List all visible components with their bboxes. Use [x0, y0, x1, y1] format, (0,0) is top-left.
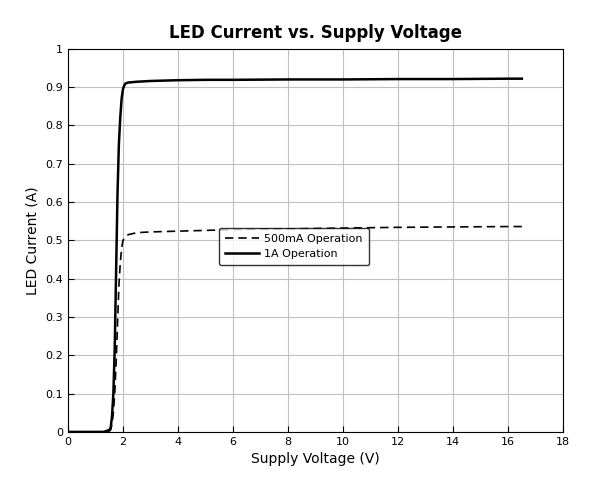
- 1A Operation: [100, 429, 107, 435]
- 1A Operation: [122, 80, 129, 86]
- 500mA Operation: [117, 260, 124, 266]
- 500mA Operation: [284, 226, 291, 232]
- 1A Operation: [114, 192, 121, 197]
- 1A Operation: [105, 427, 113, 433]
- 1A Operation: [121, 82, 128, 88]
- 1A Operation: [119, 86, 126, 92]
- 500mA Operation: [110, 410, 117, 416]
- 500mA Operation: [118, 245, 125, 251]
- 500mA Operation: [108, 421, 116, 427]
- Title: LED Current vs. Supply Voltage: LED Current vs. Supply Voltage: [169, 24, 462, 42]
- 1A Operation: [118, 96, 125, 101]
- X-axis label: Supply Voltage (V): Supply Voltage (V): [251, 452, 380, 466]
- 500mA Operation: [115, 283, 122, 289]
- Line: 1A Operation: 1A Operation: [68, 79, 522, 432]
- 1A Operation: [64, 429, 72, 435]
- 500mA Operation: [202, 227, 209, 233]
- 500mA Operation: [111, 391, 119, 396]
- 1A Operation: [202, 77, 209, 83]
- 500mA Operation: [133, 230, 140, 236]
- Y-axis label: LED Current (A): LED Current (A): [26, 186, 40, 294]
- 1A Operation: [175, 77, 182, 83]
- 500mA Operation: [175, 228, 182, 234]
- 500mA Operation: [105, 428, 113, 434]
- 500mA Operation: [100, 429, 107, 435]
- 500mA Operation: [340, 225, 347, 231]
- Legend: 500mA Operation, 1A Operation: 500mA Operation, 1A Operation: [219, 228, 370, 266]
- 500mA Operation: [122, 234, 129, 240]
- 500mA Operation: [505, 223, 512, 229]
- 1A Operation: [147, 78, 154, 84]
- 1A Operation: [133, 79, 140, 85]
- 1A Operation: [111, 344, 119, 350]
- 1A Operation: [125, 79, 132, 85]
- 1A Operation: [115, 142, 122, 147]
- Line: 500mA Operation: 500mA Operation: [68, 226, 522, 432]
- 500mA Operation: [125, 232, 132, 238]
- 500mA Operation: [114, 322, 121, 328]
- 1A Operation: [395, 76, 402, 82]
- 500mA Operation: [107, 427, 114, 433]
- 500mA Operation: [64, 429, 72, 435]
- 500mA Operation: [119, 238, 126, 244]
- 500mA Operation: [147, 229, 154, 235]
- 1A Operation: [284, 76, 291, 82]
- 1A Operation: [113, 268, 120, 274]
- 1A Operation: [110, 391, 117, 396]
- 500mA Operation: [229, 227, 237, 233]
- 1A Operation: [108, 414, 116, 419]
- 1A Operation: [340, 76, 347, 82]
- 1A Operation: [117, 115, 124, 121]
- 1A Operation: [449, 76, 457, 82]
- 500mA Operation: [519, 223, 526, 229]
- 500mA Operation: [113, 360, 120, 366]
- 500mA Operation: [449, 224, 457, 230]
- 1A Operation: [107, 425, 114, 431]
- 1A Operation: [519, 76, 526, 82]
- 500mA Operation: [395, 224, 402, 230]
- 1A Operation: [505, 76, 512, 82]
- 1A Operation: [229, 77, 237, 83]
- 1A Operation: [161, 77, 168, 83]
